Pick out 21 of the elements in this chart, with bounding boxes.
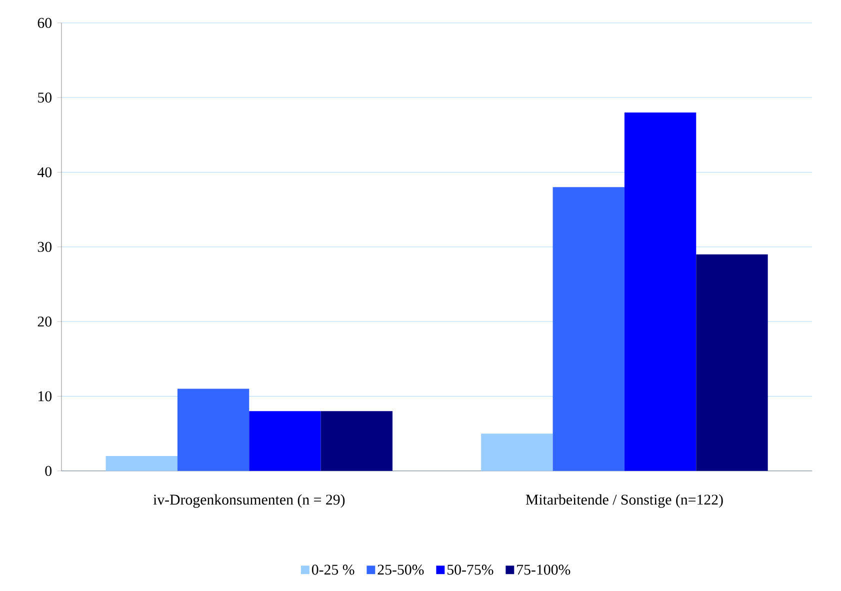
y-tick-label: 50 <box>38 92 52 102</box>
x-tick-label: Mitarbeitende / Sonstige (n=122) <box>526 494 723 508</box>
legend-label: 50-75% <box>448 564 494 575</box>
bar <box>481 433 553 471</box>
y-tick-label: 0 <box>45 466 52 476</box>
bar <box>177 388 250 471</box>
bar <box>106 456 178 471</box>
bar <box>320 410 392 471</box>
y-tick-label: 20 <box>38 316 52 326</box>
legend-label: 0-25 % <box>312 564 354 575</box>
y-tick-label: 40 <box>37 167 52 178</box>
y-tick-label: 30 <box>38 242 52 252</box>
x-tick-label: iv-Drogenkonsumenten (n = 29) <box>153 494 345 508</box>
legend-label: 25-50% <box>378 564 424 575</box>
y-tick-label: 60 <box>38 18 52 28</box>
bar <box>249 410 321 471</box>
bar <box>624 112 696 471</box>
bar <box>552 186 624 471</box>
bar <box>696 254 768 471</box>
y-tick-label: 10 <box>38 391 52 402</box>
legend-label: 75-100% <box>517 564 570 575</box>
